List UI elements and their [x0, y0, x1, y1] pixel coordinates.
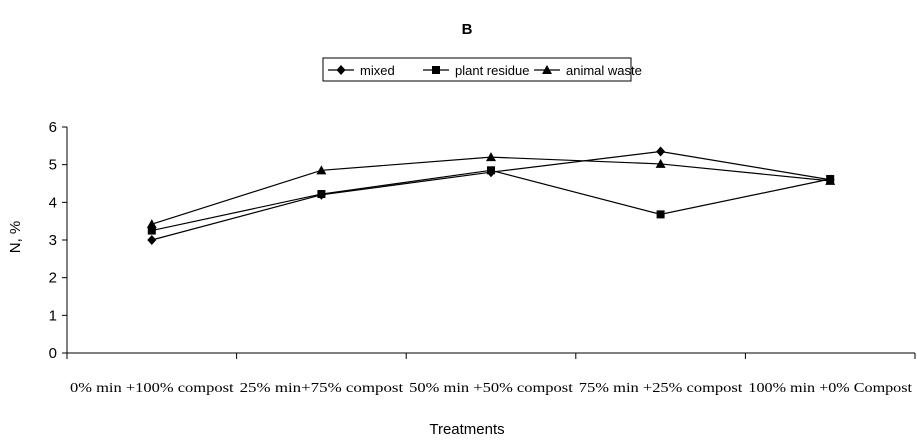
- axes: 0 1 2 3 4 5 6 0% min +100% compost 25% min+75% c…: [49, 119, 916, 395]
- y-tick-label: 2: [49, 270, 57, 287]
- series-animal-waste: [146, 152, 836, 229]
- data-point-square: [656, 210, 665, 219]
- series-mixed: [147, 146, 835, 245]
- data-point-triangle: [146, 219, 157, 229]
- y-tick-label: 3: [49, 232, 57, 249]
- legend-label: mixed: [360, 63, 395, 78]
- series-layer: [146, 146, 836, 245]
- data-point-square: [147, 226, 156, 235]
- data-point-triangle: [316, 165, 327, 175]
- data-point-square: [317, 190, 326, 199]
- legend-marker-diamond: [336, 65, 346, 75]
- data-point-square: [487, 166, 495, 175]
- x-tick-label: 0% min +100% compost: [70, 380, 234, 395]
- legend-box: [322, 57, 632, 82]
- x-tick-label: 100% min +0% Compost: [748, 380, 912, 395]
- y-tick-label: 1: [49, 307, 57, 324]
- x-tick-label: 25% min+75% compost: [240, 380, 404, 395]
- legend: mixed plant residue animal waste: [322, 57, 642, 82]
- legend-label: plant residue: [455, 63, 529, 78]
- legend-marker-square: [432, 66, 440, 74]
- legend-item: animal waste: [534, 63, 642, 78]
- chart-title: B: [462, 21, 473, 38]
- x-axis-label: Treatments: [429, 421, 504, 438]
- y-tick-label: 5: [49, 157, 57, 174]
- y-tick-label: 6: [49, 119, 57, 136]
- legend-item: plant residue: [423, 63, 529, 78]
- y-tick-label: 0: [49, 345, 57, 362]
- data-point-triangle: [825, 175, 836, 185]
- y-tick-label: 4: [49, 194, 57, 211]
- legend-label: animal waste: [566, 63, 642, 78]
- y-axis-label: N, %: [7, 221, 24, 254]
- series-line: [151, 150, 831, 241]
- legend-item: mixed: [328, 63, 395, 78]
- legend-marker-triangle: [542, 65, 552, 74]
- x-tick-label: 75% min +25% compost: [579, 380, 743, 395]
- series-line: [151, 169, 831, 232]
- data-point-diamond: [656, 146, 666, 157]
- data-point-triangle: [486, 152, 496, 162]
- x-tick-label: 50% min +50% compost: [409, 380, 573, 395]
- data-point-diamond: [147, 235, 157, 245]
- data-point-triangle: [655, 158, 666, 168]
